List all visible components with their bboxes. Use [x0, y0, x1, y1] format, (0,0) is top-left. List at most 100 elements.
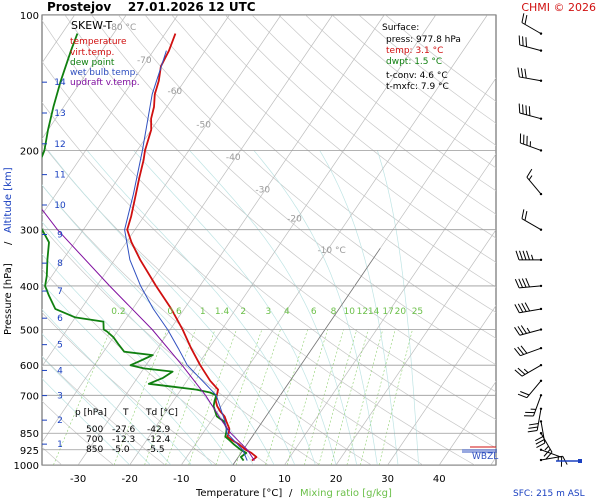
wind-barb	[514, 278, 543, 289]
mixing-ratio-line	[188, 329, 237, 465]
table-cell: -5.0	[112, 445, 130, 455]
mixing-ratio-label: 20	[395, 307, 407, 317]
x-axis-label-temperature: Temperature [°C]	[195, 488, 282, 499]
legend-item-wet-bulb: wet bulb temp.	[70, 68, 138, 78]
isotherm-label: -80 °C	[108, 23, 136, 33]
chart-title: SKEW-T	[71, 19, 113, 32]
chart-header-title: Prostejov 27.01.2026 12 UTC	[47, 0, 256, 14]
altitude-tick-label: 8	[57, 259, 63, 269]
isotherm-line	[42, 15, 127, 140]
surface-heading: Surface:	[382, 23, 419, 33]
table-cell: -12.3	[112, 435, 135, 445]
mixing-ratio-line	[379, 329, 413, 465]
dry-adiabat-line	[64, 15, 496, 393]
surface-temp: temp: 3.1 °C	[386, 46, 443, 56]
series-line-updraft-v-temp	[42, 208, 255, 461]
wind-barb	[535, 420, 546, 449]
table-cell: 500	[86, 425, 103, 435]
pressure-tick-label: 850	[20, 429, 39, 440]
pressure-tick-label: 600	[20, 361, 39, 372]
legend-item-updraft: updraft v.temp.	[70, 78, 140, 88]
temperature-tick-label: 0	[230, 474, 236, 485]
legend-item-virt-temp: virt.temp.	[70, 48, 114, 58]
mixing-ratio-line	[113, 329, 168, 465]
temperature-tick-label: -20	[122, 474, 138, 485]
altitude-tick-label: 4	[57, 366, 63, 376]
credit-text: CHMI © 2026	[521, 1, 596, 14]
wind-barb	[521, 13, 543, 35]
x-axis-label-separator: /	[289, 488, 293, 499]
isotherm-label: -10 °C	[317, 246, 345, 256]
y-axis-label-altitude: Altitude [km]	[3, 167, 14, 233]
altitude-tick-label: 5	[57, 341, 63, 351]
dry-adiabat-line	[225, 15, 496, 239]
isotherm-line	[490, 456, 496, 465]
pressure-tick-label: 200	[20, 146, 39, 157]
mixing-ratio-label: 17	[382, 307, 393, 317]
wind-barb	[517, 67, 543, 82]
table-cell: -42.9	[147, 425, 171, 435]
altitude-tick-label: 6	[57, 314, 63, 324]
wind-barb	[518, 35, 543, 52]
legend-item-dew-point: dew point	[70, 58, 115, 68]
mixing-ratio-label: 14	[368, 307, 380, 317]
mixing-ratio-line	[286, 329, 328, 465]
isotherm-line	[284, 153, 496, 465]
mixing-ratio-label: 3	[266, 307, 272, 317]
isotherm-line	[129, 15, 436, 465]
temperature-tick-label: -10	[173, 474, 189, 485]
mixing-ratio-line	[360, 329, 396, 465]
table-cell: 850	[86, 445, 103, 455]
mixing-ratio-label: 8	[331, 307, 337, 317]
mixing-ratio-label: 10	[344, 307, 356, 317]
wind-barb	[523, 394, 543, 417]
pressure-tick-label: 925	[20, 446, 39, 457]
x-axis-label-mixing: Mixing ratio [g/kg]	[300, 488, 392, 499]
mixing-ratio-label: 0.6	[167, 307, 182, 317]
surface-dwpt: dwpt: 1.5 °C	[386, 57, 442, 67]
isotherm-label: -30	[255, 186, 270, 196]
altitude-tick-label: 10	[54, 201, 66, 211]
pressure-tick-label: 300	[20, 226, 39, 237]
dry-adiabat-line	[118, 15, 496, 339]
mixing-ratio-line	[165, 329, 216, 465]
table-header-td: Td [°C]	[145, 408, 178, 418]
mixing-ratio-label: 1	[200, 307, 206, 317]
wind-barb	[527, 407, 543, 433]
table-cell: -12.4	[147, 435, 171, 445]
altitude-tick-label: 11	[54, 171, 65, 181]
pressure-tick-label: 500	[20, 326, 39, 337]
wind-barb	[514, 345, 543, 357]
wind-barb	[539, 448, 563, 467]
dry-adiabat-line	[42, 19, 496, 420]
zero-isotherm-line	[232, 248, 381, 465]
dry-adiabat-line	[91, 15, 496, 366]
isotherm-line	[335, 229, 496, 465]
mixing-ratio-label: 0.2	[111, 307, 125, 317]
altitude-tick-label: 14	[54, 78, 66, 88]
dry-adiabat-line	[251, 15, 496, 215]
mixing-ratio-line	[265, 329, 308, 465]
wind-barb	[519, 133, 543, 152]
surface-tmxfc: t-mxfc: 7.9 °C	[386, 82, 449, 92]
surface-press: press: 977.8 hPa	[386, 35, 461, 45]
isotherm-label: -20	[287, 215, 302, 225]
legend: SKEW-T temperature virt.temp. dew point …	[70, 19, 140, 88]
y-axis-label-pressure: Pressure [hPa]	[3, 263, 14, 335]
temperature-tick-label: 20	[330, 474, 343, 485]
wind-barb	[514, 325, 543, 336]
mixing-ratio-line	[318, 329, 358, 465]
surface-info: Surface: press: 977.8 hPa temp: 3.1 °C d…	[382, 23, 461, 92]
wbzl-label: WBZL	[472, 452, 498, 462]
wind-barb	[521, 209, 543, 231]
surface-tconv: t-conv: 4.6 °C	[386, 71, 448, 81]
mixing-ratio-line	[215, 329, 263, 465]
wind-barb	[517, 379, 543, 399]
table-cell: -5.5	[147, 445, 165, 455]
mixing-ratio-line	[330, 329, 369, 465]
isotherm-label: -50	[196, 121, 211, 131]
table-header-p: p [hPa]	[75, 408, 107, 418]
levels-table: p [hPa] T Td [°C] 500 -27.6 -42.9 700 -1…	[75, 408, 178, 455]
moist-adiabat-line	[42, 378, 130, 465]
